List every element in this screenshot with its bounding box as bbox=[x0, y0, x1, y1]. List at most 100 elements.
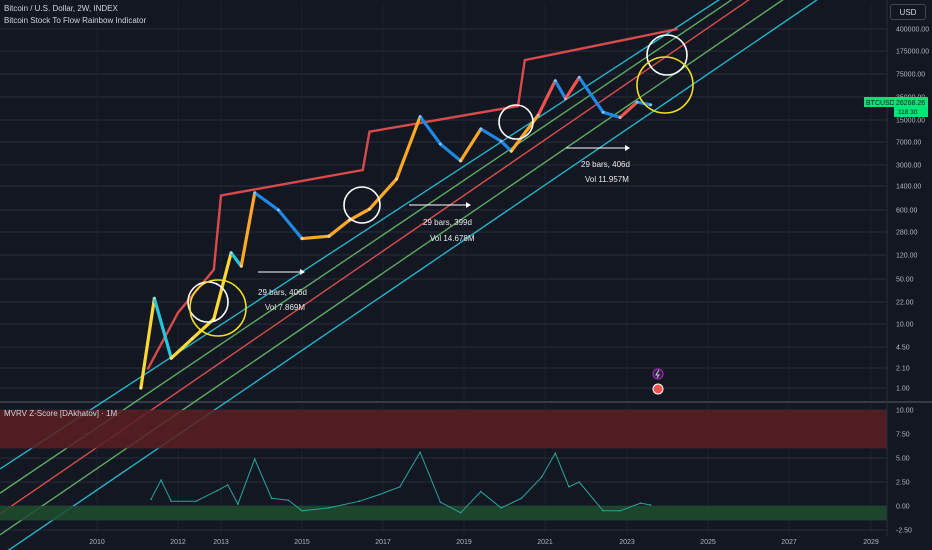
mvrv-point bbox=[459, 511, 462, 514]
price-segment bbox=[418, 115, 442, 146]
measure-vol-2: Vol 14.678M bbox=[430, 234, 475, 243]
chart-grid bbox=[0, 2, 932, 533]
stock-to-flow-line bbox=[146, 27, 678, 370]
y-tick-label: 1.00 bbox=[896, 386, 910, 393]
mvrv-point bbox=[195, 500, 197, 503]
lower-y-tick-label: -2.50 bbox=[896, 528, 912, 535]
y-tick-label: 4.50 bbox=[896, 345, 910, 352]
mvrv-point bbox=[160, 479, 162, 481]
price-segment bbox=[229, 251, 243, 268]
mvrv-point bbox=[639, 502, 642, 504]
mvrv-point bbox=[554, 452, 557, 455]
indicator-title[interactable]: Bitcoin Stock To Flow Rainbow Indicator bbox=[4, 16, 147, 25]
price-point bbox=[601, 110, 605, 114]
lower-y-tick-label: 10.00 bbox=[896, 408, 914, 415]
price-point bbox=[418, 115, 422, 119]
price-badge: BTCUSD 26268.26 118 30 bbox=[864, 97, 928, 117]
x-tick-label: 2027 bbox=[781, 539, 797, 546]
measure-bars-1: 29 bars, 406d bbox=[258, 288, 307, 297]
x-tick-label: 2025 bbox=[700, 539, 716, 546]
measure-annotation-2: 29 bars, 399d Vol 14.678M bbox=[409, 202, 475, 243]
symbol-title[interactable]: Bitcoin / U.S. Dollar, 2W, INDEX bbox=[4, 4, 118, 13]
mvrv-point bbox=[500, 507, 502, 509]
y-tick-label: 1400.00 bbox=[896, 184, 921, 191]
x-tick-label: 2010 bbox=[89, 539, 105, 546]
price-point bbox=[276, 208, 280, 212]
price-segment bbox=[553, 79, 568, 101]
price-point bbox=[190, 337, 194, 341]
measure-vol-1: Vol 7.869M bbox=[265, 303, 305, 312]
price-segment bbox=[239, 191, 257, 268]
mvrv-indicator-title[interactable]: MVRV Z-Score [DAkhatov] · 1M bbox=[4, 409, 118, 418]
price-point bbox=[459, 159, 463, 163]
price-point bbox=[152, 297, 156, 300]
mvrv-point bbox=[439, 501, 442, 503]
price-segment bbox=[139, 296, 156, 390]
mvrv-point bbox=[270, 497, 273, 500]
mvrv-point bbox=[301, 510, 303, 512]
mvrv-point bbox=[150, 498, 152, 501]
price-segment bbox=[479, 127, 503, 143]
price-point bbox=[229, 251, 233, 255]
mvrv-point bbox=[419, 451, 421, 454]
currency-button[interactable]: USD bbox=[890, 4, 926, 20]
price-segment bbox=[169, 337, 194, 360]
x-tick-label: 2017 bbox=[375, 539, 391, 546]
price-segment bbox=[300, 234, 331, 241]
x-tick-label: 2019 bbox=[456, 539, 472, 546]
price-point bbox=[536, 113, 540, 117]
price-point bbox=[509, 149, 513, 153]
x-tick-label: 2012 bbox=[170, 539, 186, 546]
price-segment bbox=[152, 296, 173, 360]
y-tick-label: 50.00 bbox=[896, 277, 914, 284]
lower-y-tick-label: 2.50 bbox=[896, 480, 910, 487]
price-segment bbox=[212, 251, 233, 321]
y-tick-label: 2.10 bbox=[896, 366, 910, 373]
halving-circle-white-2016 bbox=[343, 186, 381, 224]
mvrv-point bbox=[253, 458, 256, 460]
price-point bbox=[618, 116, 622, 119]
x-tick-label: 2029 bbox=[863, 539, 879, 546]
lower-y-tick-label: 5.00 bbox=[896, 456, 910, 463]
price-segment bbox=[327, 218, 351, 238]
x-tick-label: 2015 bbox=[294, 539, 310, 546]
y-tick-label: 22.00 bbox=[896, 300, 914, 307]
price-point bbox=[368, 207, 371, 211]
chart-series bbox=[139, 27, 678, 514]
y-tick-label: 7000.00 bbox=[896, 140, 921, 147]
price-badge-value: 26268.26 bbox=[896, 100, 925, 107]
price-point bbox=[169, 356, 173, 360]
mvrv-point bbox=[480, 490, 482, 493]
mvrv-point bbox=[578, 481, 580, 483]
price-point bbox=[479, 127, 483, 131]
y-tick-label: 15000.00 bbox=[896, 118, 925, 125]
halving-circle-white-2020 bbox=[498, 104, 534, 140]
price-segment bbox=[253, 191, 280, 212]
mvrv-point bbox=[170, 500, 173, 503]
price-point bbox=[395, 177, 398, 181]
rainbow-bands bbox=[0, 0, 818, 550]
y-tick-label: 175000.00 bbox=[896, 49, 929, 56]
y-tick-label: 120.00 bbox=[896, 253, 918, 260]
flag-icon[interactable] bbox=[652, 383, 664, 395]
mvrv-zone-0 bbox=[0, 410, 887, 449]
price-point bbox=[253, 191, 257, 195]
mvrv-point bbox=[287, 499, 290, 502]
price-badge-sub: 118 30 bbox=[898, 109, 918, 116]
rainbow-band-4 bbox=[7, 0, 818, 550]
price-point bbox=[577, 76, 581, 79]
lightning-icon[interactable] bbox=[652, 368, 664, 380]
price-segment bbox=[347, 207, 372, 222]
mvrv-point bbox=[237, 503, 239, 505]
mvrv-point bbox=[602, 510, 604, 512]
halving-circle-yellow-2024 bbox=[636, 56, 694, 114]
mvrv-point bbox=[378, 493, 381, 496]
event-icons bbox=[652, 368, 664, 395]
measure-annotation-3: 29 bars, 406d Vol 11.957M bbox=[566, 145, 630, 184]
lower-y-tick-label: 7.50 bbox=[896, 432, 910, 439]
price-segment bbox=[601, 110, 622, 120]
price-segment bbox=[577, 75, 605, 114]
mvrv-point bbox=[328, 507, 330, 509]
lower-pane-background bbox=[0, 410, 887, 521]
